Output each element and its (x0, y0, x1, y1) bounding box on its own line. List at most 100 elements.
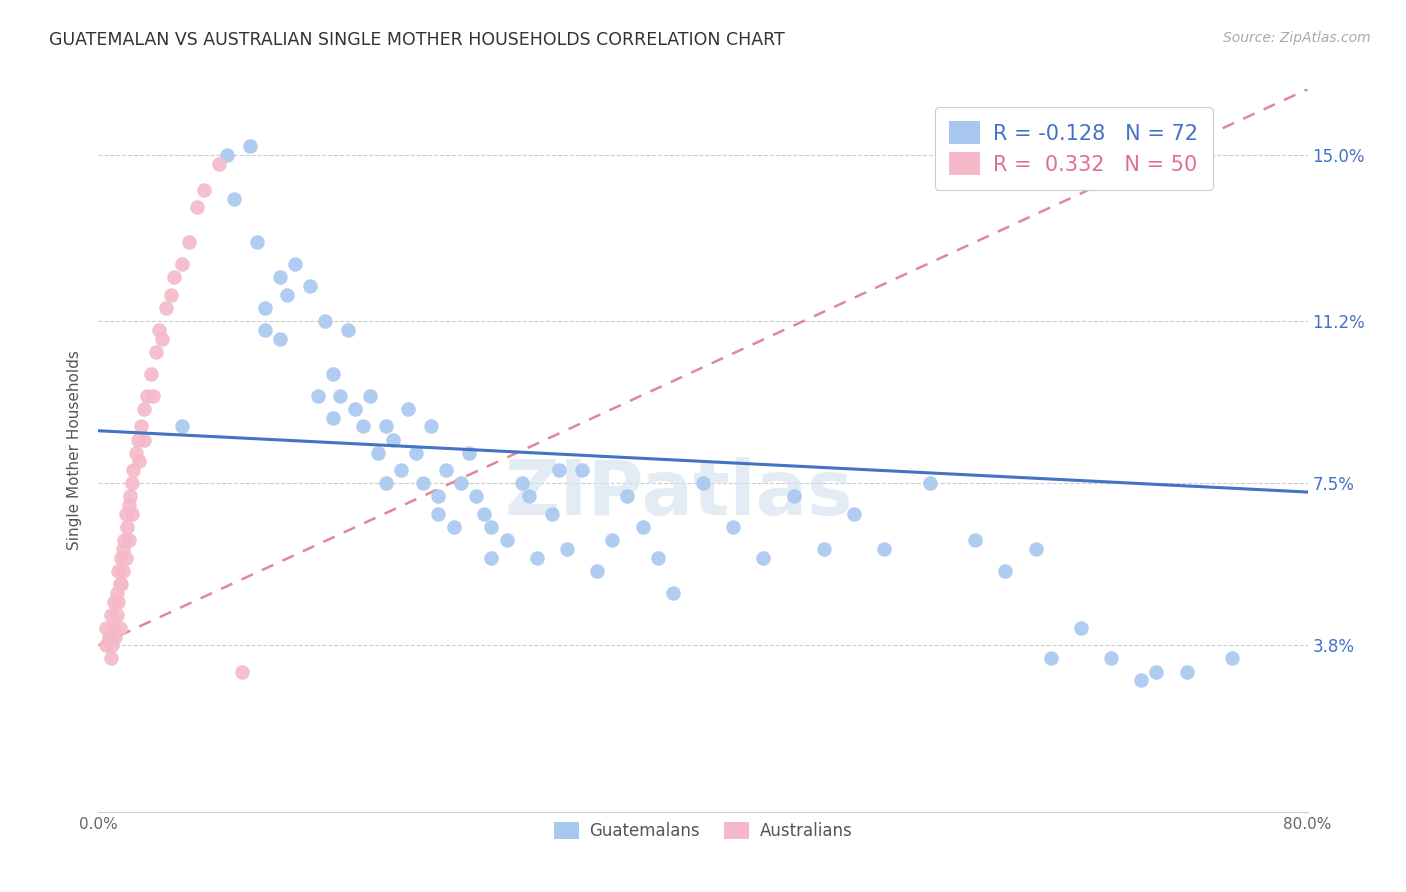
Point (122, 463, 145, 477)
Point (276, 288, 298, 302)
Point (965, 533, 987, 548)
Point (374, 419, 396, 434)
Point (94, 621, 117, 635)
Point (128, 454, 150, 468)
Point (246, 235, 269, 250)
Point (1144, 665, 1167, 679)
Point (115, 520, 138, 534)
Point (495, 533, 517, 548)
Point (170, 257, 193, 271)
Point (481, 550, 503, 565)
Point (692, 476, 714, 491)
Point (186, 201, 208, 215)
Point (269, 332, 291, 346)
Point (783, 490, 806, 504)
Point (110, 577, 132, 591)
Point (344, 401, 367, 416)
Point (101, 638, 124, 652)
Point (163, 270, 186, 285)
Point (105, 607, 128, 622)
Text: ZIPatlas: ZIPatlas (505, 457, 853, 531)
Point (100, 607, 122, 622)
Point (118, 533, 141, 548)
Point (526, 550, 548, 565)
Point (844, 507, 866, 521)
Point (457, 445, 479, 459)
Point (396, 401, 419, 416)
Point (111, 541, 134, 556)
Point (367, 445, 389, 459)
Point (98, 630, 121, 644)
Point (121, 507, 143, 521)
Point (253, 301, 276, 315)
Point (481, 520, 503, 534)
Point (107, 564, 129, 578)
Point (105, 586, 128, 600)
Point (1039, 651, 1062, 665)
Point (118, 498, 141, 512)
Point (994, 564, 1017, 578)
Point (160, 288, 183, 302)
Point (142, 389, 165, 403)
Point (322, 367, 344, 381)
Point (918, 476, 941, 491)
Point (443, 520, 465, 534)
Point (517, 490, 540, 504)
Point (434, 463, 457, 477)
Point (155, 301, 177, 315)
Point (322, 410, 344, 425)
Point (108, 577, 131, 591)
Point (374, 476, 396, 491)
Point (336, 323, 359, 337)
Point (170, 419, 193, 434)
Point (360, 389, 382, 403)
Point (555, 541, 578, 556)
Point (269, 270, 291, 285)
Point (412, 476, 434, 491)
Point (231, 665, 253, 679)
Point (873, 541, 896, 556)
Point (112, 533, 135, 548)
Point (472, 507, 495, 521)
Point (314, 314, 336, 328)
Point (540, 507, 562, 521)
Point (389, 463, 412, 477)
Point (329, 389, 352, 403)
Point (631, 520, 654, 534)
Point (120, 490, 142, 504)
Point (647, 550, 669, 565)
Point (121, 476, 143, 491)
Point (420, 419, 443, 434)
Point (405, 445, 427, 459)
Point (132, 433, 155, 447)
Point (382, 433, 405, 447)
Point (107, 594, 129, 608)
Point (1099, 651, 1122, 665)
Point (145, 345, 167, 359)
Point (114, 550, 136, 565)
Point (127, 433, 149, 447)
Point (616, 490, 638, 504)
Point (141, 367, 163, 381)
Point (100, 651, 122, 665)
Point (752, 550, 775, 565)
Point (132, 401, 155, 416)
Y-axis label: Single Mother Households: Single Mother Households (67, 351, 83, 550)
Point (148, 323, 170, 337)
Point (813, 541, 835, 556)
Legend: Guatemalans, Australians: Guatemalans, Australians (547, 815, 859, 847)
Text: GUATEMALAN VS AUSTRALIAN SINGLE MOTHER HOUSEHOLDS CORRELATION CHART: GUATEMALAN VS AUSTRALIAN SINGLE MOTHER H… (49, 31, 785, 49)
Point (510, 476, 533, 491)
Point (135, 389, 157, 403)
Point (224, 192, 246, 206)
Point (1175, 665, 1198, 679)
Point (548, 463, 571, 477)
Point (108, 621, 131, 635)
Point (1130, 673, 1153, 688)
Point (352, 419, 374, 434)
Point (104, 630, 127, 644)
Point (111, 564, 134, 578)
Point (129, 419, 152, 434)
Point (103, 621, 125, 635)
Point (1024, 541, 1046, 556)
